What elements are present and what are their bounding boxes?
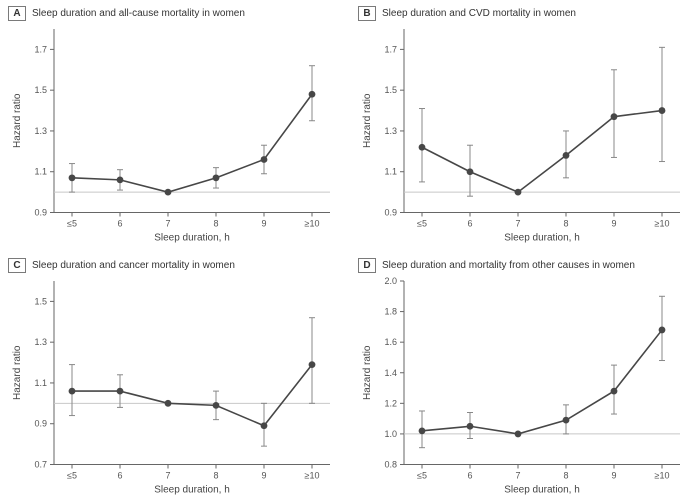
svg-text:Sleep duration, h: Sleep duration, h xyxy=(504,484,580,495)
panel-d: D Sleep duration and mortality from othe… xyxy=(350,252,700,503)
svg-text:1.3: 1.3 xyxy=(34,337,47,347)
svg-text:8: 8 xyxy=(563,219,568,229)
svg-text:7: 7 xyxy=(165,470,170,480)
svg-text:1.7: 1.7 xyxy=(34,44,47,54)
panel-header: D Sleep duration and mortality from othe… xyxy=(358,258,692,273)
plot-area: 0.9 1.1 1.3 1.5 1.7 ≤5 6 7 8 9 ≥10 Sleep duration, … xyxy=(8,23,342,247)
plot-area: 0.7 0.9 1.1 1.3 1.5 ≤5 6 7 8 9 ≥10 Sleep duration, … xyxy=(8,275,342,499)
svg-text:8: 8 xyxy=(213,219,218,229)
svg-text:Sleep duration, h: Sleep duration, h xyxy=(154,233,230,244)
svg-text:≤5: ≤5 xyxy=(67,219,77,229)
svg-text:2.0: 2.0 xyxy=(384,276,397,286)
svg-text:Sleep duration, h: Sleep duration, h xyxy=(504,233,580,244)
panel-letter-box: C xyxy=(8,258,26,273)
plot-svg: 0.8 1.0 1.2 1.4 1.6 1.8 2.0 ≤5 6 7 8 9 ≥10 Sleep dura… xyxy=(358,275,692,499)
plot-svg: 0.9 1.1 1.3 1.5 1.7 ≤5 6 7 8 9 ≥10 Sleep duration, … xyxy=(8,23,342,247)
svg-text:8: 8 xyxy=(563,470,568,480)
svg-text:0.9: 0.9 xyxy=(34,208,47,218)
svg-text:0.9: 0.9 xyxy=(384,208,397,218)
svg-text:≤5: ≤5 xyxy=(417,219,427,229)
svg-text:1.0: 1.0 xyxy=(384,428,397,438)
panel-letter-box: A xyxy=(8,6,26,21)
svg-text:1.3: 1.3 xyxy=(384,126,397,136)
svg-text:1.5: 1.5 xyxy=(384,85,397,95)
svg-text:≥10: ≥10 xyxy=(305,470,320,480)
svg-text:1.1: 1.1 xyxy=(34,377,47,387)
svg-text:Hazard ratio: Hazard ratio xyxy=(12,93,23,148)
svg-text:7: 7 xyxy=(165,219,170,229)
panel-b: B Sleep duration and CVD mortality in wo… xyxy=(350,0,700,252)
svg-text:1.5: 1.5 xyxy=(34,296,47,306)
panel-title: Sleep duration and cancer mortality in w… xyxy=(32,260,235,271)
panel-grid: A Sleep duration and all-cause mortality… xyxy=(0,0,700,503)
svg-text:1.6: 1.6 xyxy=(384,337,397,347)
figure-root: A Sleep duration and all-cause mortality… xyxy=(0,0,700,503)
svg-text:6: 6 xyxy=(467,219,472,229)
svg-text:9: 9 xyxy=(611,470,616,480)
svg-text:≤5: ≤5 xyxy=(417,470,427,480)
plot-area: 0.9 1.1 1.3 1.5 1.7 ≤5 6 7 8 9 ≥10 Sleep duration, … xyxy=(358,23,692,247)
svg-text:1.1: 1.1 xyxy=(34,167,47,177)
svg-text:6: 6 xyxy=(117,219,122,229)
panel-header: B Sleep duration and CVD mortality in wo… xyxy=(358,6,692,21)
svg-text:≥10: ≥10 xyxy=(655,219,670,229)
svg-text:9: 9 xyxy=(611,219,616,229)
svg-text:1.5: 1.5 xyxy=(34,85,47,95)
svg-text:1.3: 1.3 xyxy=(34,126,47,136)
svg-text:1.4: 1.4 xyxy=(384,367,397,377)
svg-text:1.1: 1.1 xyxy=(384,167,397,177)
panel-header: C Sleep duration and cancer mortality in… xyxy=(8,258,342,273)
svg-text:9: 9 xyxy=(261,470,266,480)
svg-text:8: 8 xyxy=(213,470,218,480)
svg-text:≤5: ≤5 xyxy=(67,470,77,480)
panel-a: A Sleep duration and all-cause mortality… xyxy=(0,0,350,252)
svg-text:Hazard ratio: Hazard ratio xyxy=(362,345,373,400)
svg-text:7: 7 xyxy=(515,219,520,229)
plot-svg: 0.9 1.1 1.3 1.5 1.7 ≤5 6 7 8 9 ≥10 Sleep duration, … xyxy=(358,23,692,247)
svg-text:Hazard ratio: Hazard ratio xyxy=(12,345,23,400)
svg-text:0.8: 0.8 xyxy=(384,459,397,469)
svg-text:6: 6 xyxy=(117,470,122,480)
panel-letter-box: B xyxy=(358,6,376,21)
svg-text:0.7: 0.7 xyxy=(34,459,47,469)
svg-text:7: 7 xyxy=(515,470,520,480)
panel-title: Sleep duration and CVD mortality in wome… xyxy=(382,8,576,19)
svg-text:1.8: 1.8 xyxy=(384,306,397,316)
svg-text:9: 9 xyxy=(261,219,266,229)
svg-text:0.9: 0.9 xyxy=(34,418,47,428)
plot-area: 0.8 1.0 1.2 1.4 1.6 1.8 2.0 ≤5 6 7 8 9 ≥10 Sleep dura… xyxy=(358,275,692,499)
panel-c: C Sleep duration and cancer mortality in… xyxy=(0,252,350,503)
plot-svg: 0.7 0.9 1.1 1.3 1.5 ≤5 6 7 8 9 ≥10 Sleep duration, … xyxy=(8,275,342,499)
svg-text:6: 6 xyxy=(467,470,472,480)
svg-text:Hazard ratio: Hazard ratio xyxy=(362,93,373,148)
svg-text:1.2: 1.2 xyxy=(384,398,397,408)
panel-header: A Sleep duration and all-cause mortality… xyxy=(8,6,342,21)
panel-title: Sleep duration and mortality from other … xyxy=(382,260,635,271)
svg-text:1.7: 1.7 xyxy=(384,44,397,54)
panel-letter-box: D xyxy=(358,258,376,273)
svg-text:≥10: ≥10 xyxy=(655,470,670,480)
panel-title: Sleep duration and all-cause mortality i… xyxy=(32,8,245,19)
svg-text:≥10: ≥10 xyxy=(305,219,320,229)
svg-text:Sleep duration, h: Sleep duration, h xyxy=(154,484,230,495)
